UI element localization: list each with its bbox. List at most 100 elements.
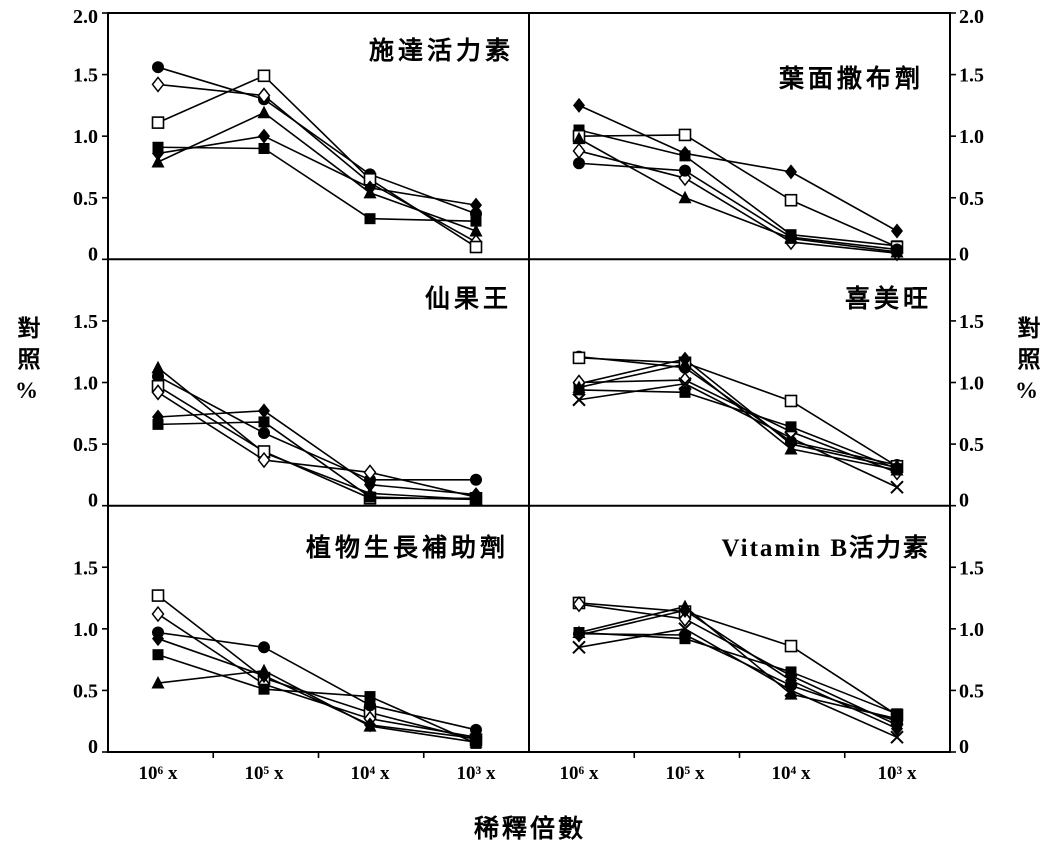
open-diamond-marker <box>151 76 165 93</box>
filled-square-marker <box>364 691 376 703</box>
y-tick-label: 0 <box>88 736 98 758</box>
filled-diamond-marker <box>152 145 164 161</box>
panel-titles: 施達活力素 葉面撒布劑 仙果王 喜美旺 植物生長補助劑 Vitamin B活力素 <box>306 37 932 562</box>
series-points <box>151 105 483 237</box>
series-markers <box>151 589 483 749</box>
series-line <box>578 357 898 467</box>
y-tick-label: 0.5 <box>959 434 984 456</box>
open-diamond-marker <box>678 610 692 628</box>
series-markers <box>151 61 483 254</box>
series-points <box>151 663 483 748</box>
filled-triangle-marker <box>784 231 798 244</box>
series-line <box>157 66 477 215</box>
filled-triangle-marker <box>363 185 377 199</box>
series-line <box>157 410 477 496</box>
x-marker <box>890 480 904 494</box>
y-tick-label: 0.5 <box>959 680 984 702</box>
y-axis: 2.0 1.5 1.0 0.5 0 <box>950 6 984 265</box>
series-line <box>578 137 898 253</box>
x-axis-title: 稀釋倍數 <box>474 814 586 843</box>
series-points <box>151 360 483 506</box>
y-tick-label: 1.0 <box>959 619 984 641</box>
series-lines <box>157 594 477 745</box>
series-line <box>157 669 477 743</box>
filled-square-marker <box>152 418 164 430</box>
x-axis: 10⁶ x 10⁵ x 10⁴ x 10³ x 10⁶ x 10⁵ x 10⁴ x 10³ x <box>139 752 917 784</box>
open-square-marker <box>469 240 483 254</box>
filled-triangle-marker <box>257 105 271 119</box>
series-markers <box>572 595 904 744</box>
y-tick-label: 0.5 <box>73 680 98 702</box>
series-line <box>578 605 898 720</box>
filled-square-marker <box>364 213 376 225</box>
series-lines <box>578 104 898 254</box>
series-lines <box>578 355 898 488</box>
y-tick-label: 1.0 <box>73 619 98 641</box>
series-line <box>578 602 898 716</box>
filled-triangle-marker <box>678 190 692 204</box>
panel-title-4: 喜美旺 <box>845 284 932 313</box>
filled-triangle-marker <box>363 719 377 732</box>
filled-square-marker <box>891 708 903 720</box>
filled-diamond-marker <box>470 197 482 213</box>
filled-triangle-marker <box>784 687 798 700</box>
filled-triangle-marker <box>151 155 165 168</box>
series-points <box>572 371 904 481</box>
filled-triangle-marker <box>257 663 271 677</box>
series-line <box>157 594 477 741</box>
x-marker <box>784 431 798 445</box>
x-marker <box>678 377 692 391</box>
y-axis: 1.5 1.0 0.5 0 <box>73 311 108 512</box>
series-points <box>573 124 903 252</box>
x-marker <box>784 683 798 698</box>
filled-square-marker <box>679 633 691 645</box>
filled-triangle-marker <box>678 357 692 370</box>
series-points <box>572 131 904 258</box>
series-line <box>578 631 898 715</box>
y-tick-label: 0 <box>959 490 969 512</box>
series-line <box>578 603 898 726</box>
filled-diamond-marker <box>364 477 376 493</box>
open-diamond-marker <box>257 87 271 104</box>
filled-triangle-marker <box>572 131 586 145</box>
series-line <box>578 358 898 469</box>
y-tick-label: 0.5 <box>73 434 98 456</box>
series-points <box>151 69 483 254</box>
filled-diamond-marker <box>785 164 797 180</box>
filled-square-marker <box>785 421 797 433</box>
filled-triangle-marker <box>469 735 483 748</box>
x-tick-label: 10³ x <box>878 763 917 784</box>
series-line <box>578 363 898 471</box>
y-axis: 1.5 1.0 0.5 0 <box>950 557 984 758</box>
filled-square-marker <box>258 416 270 428</box>
series-points <box>572 595 904 734</box>
series-line <box>578 379 898 474</box>
filled-square-marker <box>573 627 585 639</box>
plot-layer: 2.01.51.00.502.01.51.00.501.51.00.501.51… <box>73 6 984 758</box>
series-points <box>573 627 903 728</box>
series-line <box>578 162 898 251</box>
y-tick-label: 2.0 <box>959 6 984 28</box>
series-line <box>157 367 477 501</box>
y-tick-label: 1.5 <box>959 65 984 87</box>
y-tick-label: 0 <box>959 243 969 265</box>
open-diamond-marker <box>572 595 586 613</box>
x-tick-label: 10³ x <box>457 763 496 784</box>
filled-triangle-marker <box>469 224 483 237</box>
series-points <box>573 627 903 720</box>
filled-triangle-marker <box>784 442 798 455</box>
filled-square-marker <box>364 491 376 503</box>
filled-square-marker <box>470 215 482 227</box>
panel-title-6: Vitamin B活力素 <box>722 534 931 562</box>
series-markers <box>151 360 483 506</box>
y-tick-label: 0 <box>88 490 98 512</box>
filled-square-marker <box>679 150 691 162</box>
series-line <box>157 631 477 731</box>
filled-triangle-marker <box>890 462 904 476</box>
series-line <box>578 609 898 730</box>
series-points <box>572 622 904 744</box>
y-axis: 1.5 1.0 0.5 0 <box>950 311 984 512</box>
series-line <box>157 421 477 501</box>
filled-triangle-marker <box>151 360 165 374</box>
